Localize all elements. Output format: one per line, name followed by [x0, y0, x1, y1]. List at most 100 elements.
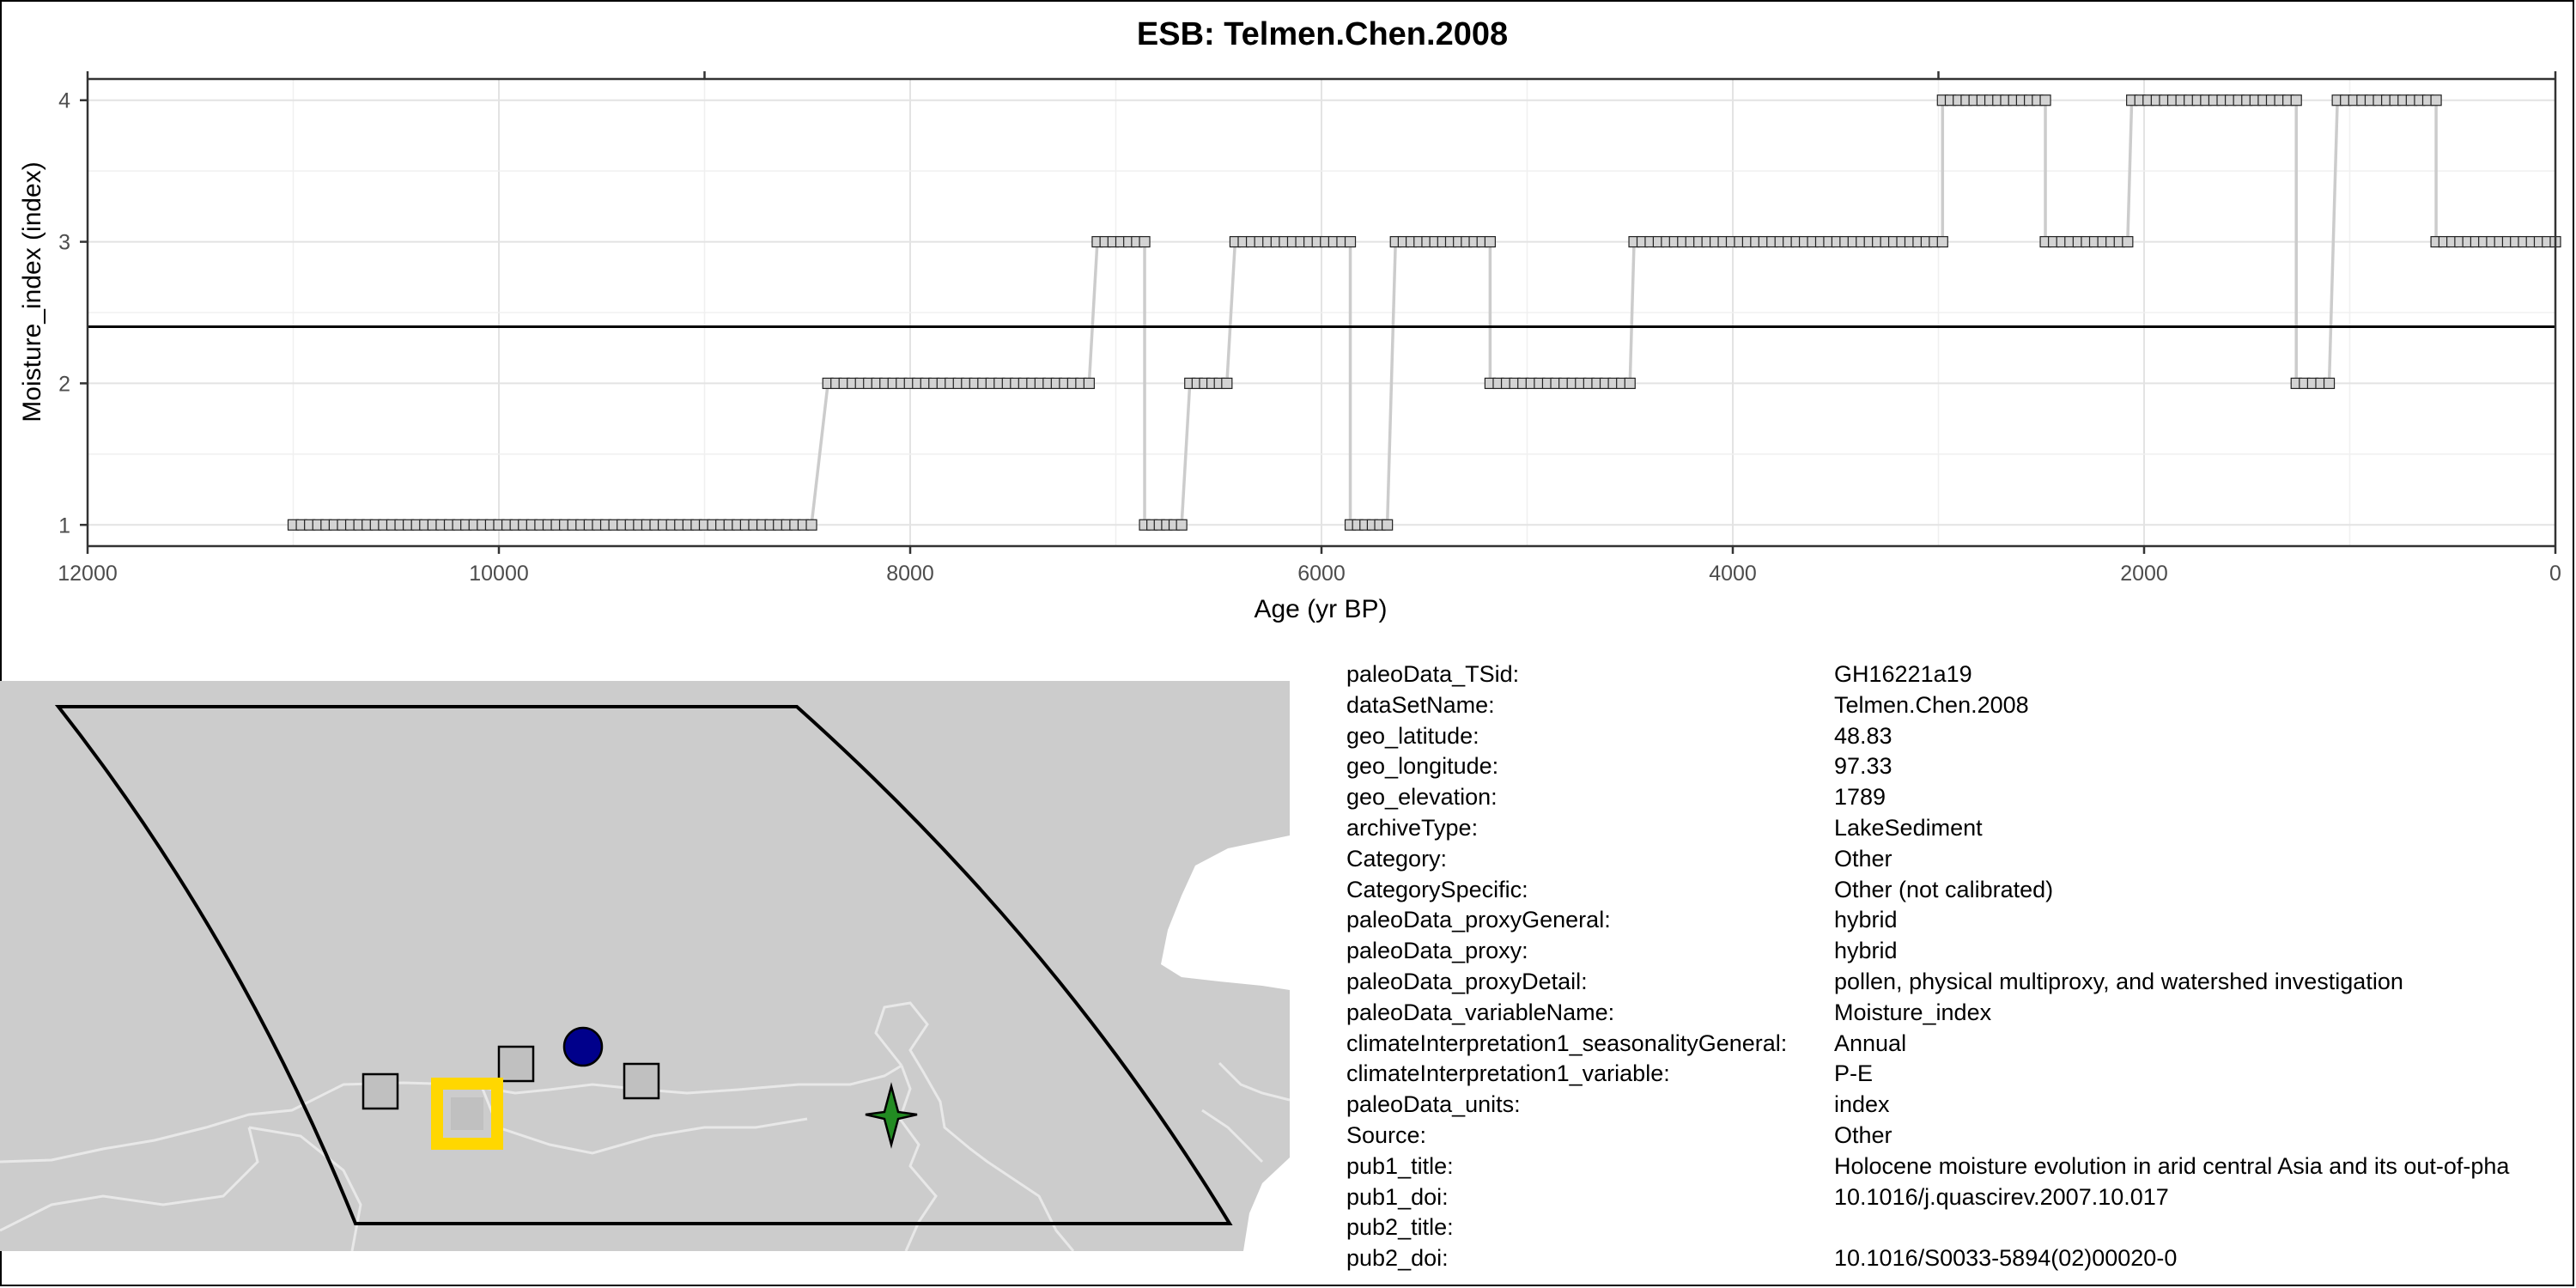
metadata-key: CategorySpecific:	[1346, 876, 1528, 902]
metadata-value: Telmen.Chen.2008	[1834, 691, 2029, 718]
metadata-row: paleoData_TSid: GH16221a19	[1346, 659, 2574, 690]
metadata-key: climateInterpretation1_seasonalityGenera…	[1346, 1030, 1788, 1056]
metadata-value: 10.1016/j.quascirev.2007.10.017	[1834, 1183, 2169, 1210]
metadata-row: archiveType: LakeSediment	[1346, 813, 2574, 844]
data-point	[2122, 235, 2134, 248]
timeseries-chart: ESB: Telmen.Chen.2008 12000 10000 8000 6000…	[18, 16, 2561, 623]
highlighted-site-marker	[451, 1097, 483, 1130]
metadata-value: 48.83	[1834, 722, 1893, 749]
x-tick-label: 2000	[2120, 562, 2168, 586]
gridlines	[87, 79, 2556, 546]
x-tick-label: 6000	[1297, 562, 1346, 586]
site-map	[0, 681, 1290, 1251]
metadata-row: paleoData_proxyDetail: pollen, physical m…	[1346, 967, 2574, 998]
metadata-value: 1789	[1834, 784, 1886, 811]
chart-title: ESB: Telmen.Chen.2008	[1137, 16, 1508, 52]
metadata-row: pub2_doi: 10.1016/S0033-5894(02)00020-0	[1346, 1243, 2574, 1274]
metadata-key: pub1_doi:	[1346, 1183, 1449, 1210]
metadata-row: pub1_doi: 10.1016/j.quascirev.2007.10.017	[1346, 1182, 2574, 1213]
metadata-key: geo_latitude:	[1346, 722, 1479, 749]
site-marker-square	[497, 1045, 535, 1083]
metadata-row: CategorySpecific: Other (not calibrated)	[1346, 875, 2574, 906]
metadata-row: Category: Other	[1346, 844, 2574, 875]
metadata-value: 97.33	[1834, 753, 1893, 780]
x-tick-label: 0	[2549, 562, 2561, 586]
map-water-body	[1161, 835, 1290, 990]
y-tick-label: 1	[58, 513, 70, 538]
data-point	[1083, 377, 1095, 390]
metadata-row: dataSetName: Telmen.Chen.2008	[1346, 690, 2574, 721]
y-tick-label: 3	[58, 231, 70, 255]
site-marker-circle	[562, 1026, 604, 1067]
metadata-value: Holocene moisture evolution in arid cent…	[1834, 1152, 2510, 1179]
metadata-row: geo_latitude: 48.83	[1346, 721, 2574, 752]
site-marker-square	[361, 1072, 399, 1110]
metadata-row: geo_longitude: 97.33	[1346, 751, 2574, 782]
site-marker-square	[623, 1062, 660, 1100]
data-point	[1139, 235, 1151, 248]
metadata-table: paleoData_TSid: GH16221a19 dataSetName: Tel…	[1346, 659, 2574, 1274]
data-point	[2430, 94, 2442, 106]
metadata-row: climateInterpretation1_variable: P-E	[1346, 1059, 2574, 1090]
metadata-row: climateInterpretation1_seasonalityGenera…	[1346, 1029, 2574, 1060]
metadata-row: pub1_title: Holocene moisture evolution i…	[1346, 1151, 2574, 1182]
highlighted-site-frame	[431, 1078, 503, 1150]
metadata-value	[1834, 1212, 2574, 1243]
metadata-value: index	[1834, 1091, 1890, 1118]
metadata-value: Moisture_index	[1834, 999, 1992, 1025]
data-point	[805, 519, 817, 531]
data-point	[1221, 377, 1233, 390]
data-point	[1936, 235, 1948, 248]
x-axis-label: Age (yr BP)	[1254, 595, 1387, 623]
metadata-key: paleoData_units:	[1346, 1091, 1521, 1118]
x-tick-label: 8000	[886, 562, 934, 586]
series-moisture-index	[287, 94, 2561, 531]
metadata-value: P-E	[1834, 1060, 1874, 1087]
metadata-key: paleoData_proxy:	[1346, 938, 1528, 964]
metadata-key: paleoData_proxyDetail:	[1346, 968, 1588, 994]
metadata-value: pollen, physical multiproxy, and watersh…	[1834, 968, 2403, 994]
metadata-value: hybrid	[1834, 907, 1898, 933]
metadata-row: pub2_title:	[1346, 1212, 2574, 1243]
data-point	[2039, 94, 2051, 106]
metadata-key: pub1_title:	[1346, 1152, 1454, 1179]
region-outline	[54, 705, 1233, 1225]
metadata-row: paleoData_units: index	[1346, 1090, 2574, 1121]
metadata-row: paleoData_variableName: Moisture_index	[1346, 998, 2574, 1029]
metadata-value: LakeSediment	[1834, 814, 1983, 841]
data-point	[1176, 519, 1188, 531]
metadata-value: Other	[1834, 845, 1893, 872]
metadata-key: archiveType:	[1346, 814, 1479, 841]
metadata-key: paleoData_proxyGeneral:	[1346, 907, 1611, 933]
metadata-row: paleoData_proxyGeneral: hybrid	[1346, 905, 2574, 936]
x-tick-label: 10000	[469, 562, 529, 586]
metadata-row: Source: Other	[1346, 1121, 2574, 1151]
data-point	[2323, 377, 2336, 390]
data-point	[1344, 235, 1357, 248]
metadata-value: GH16221a19	[1834, 661, 1972, 687]
metadata-key: paleoData_TSid:	[1346, 661, 1520, 687]
x-tick-label: 4000	[1709, 562, 1757, 586]
metadata-value: 10.1016/S0033-5894(02)00020-0	[1834, 1245, 2178, 1272]
metadata-key: Source:	[1346, 1121, 1427, 1148]
data-point	[1624, 377, 1636, 390]
y-tick-label: 2	[58, 372, 70, 396]
metadata-key: Category:	[1346, 845, 1448, 872]
data-point	[1484, 235, 1496, 248]
metadata-key: geo_longitude:	[1346, 753, 1499, 780]
data-point	[2290, 94, 2302, 106]
metadata-key: geo_elevation:	[1346, 784, 1498, 811]
metadata-key: pub2_doi:	[1346, 1245, 1449, 1272]
metadata-row: paleoData_proxy: hybrid	[1346, 936, 2574, 967]
map-water-body-small	[1243, 1157, 1290, 1251]
metadata-value: Annual	[1834, 1030, 1907, 1056]
series-line	[293, 98, 2555, 527]
metadata-value: Other (not calibrated)	[1834, 876, 2054, 902]
map-country-borders	[0, 1001, 1290, 1251]
site-marker-star	[865, 1082, 918, 1149]
data-point	[1382, 519, 1394, 531]
metadata-key: dataSetName:	[1346, 691, 1495, 718]
metadata-key: paleoData_variableName:	[1346, 999, 1615, 1025]
y-tick-label: 4	[58, 89, 70, 113]
metadata-key: climateInterpretation1_variable:	[1346, 1060, 1670, 1087]
